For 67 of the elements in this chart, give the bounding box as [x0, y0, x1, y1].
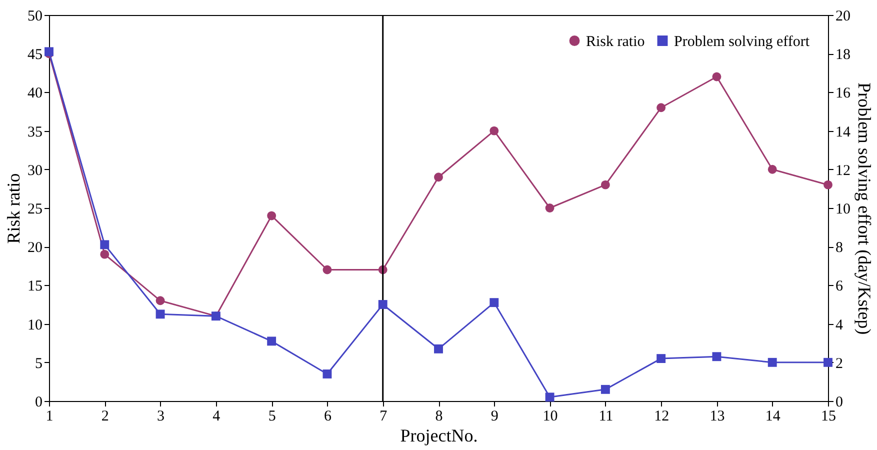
y-tick-label: 10: [28, 317, 42, 334]
y2-tick-label: 10: [836, 202, 850, 218]
point: [768, 358, 777, 367]
point: [712, 72, 722, 82]
y2-axis-title: Problem solving effort (day/Kstep): [854, 82, 874, 335]
point: [378, 300, 388, 309]
point: [656, 103, 666, 112]
y2-tick-label: 2: [836, 356, 843, 372]
point: [267, 336, 276, 346]
y2-tick-label: 18: [836, 47, 850, 64]
x-tick-label: 10: [542, 408, 558, 424]
point: [600, 180, 610, 190]
legend-label: Problem solving effort: [674, 34, 810, 50]
y-tick-label: 15: [28, 278, 42, 295]
y-tick-label: 25: [28, 202, 42, 218]
y-tick-label: 30: [28, 162, 42, 179]
point: [490, 126, 499, 136]
x-tick-label: 11: [598, 408, 614, 424]
y-tick-label: 5: [35, 356, 42, 372]
x-tick-label: 5: [268, 408, 276, 424]
point: [545, 392, 554, 402]
y-tick-label: 20: [28, 240, 42, 256]
y2-tick-label: 6: [836, 278, 844, 295]
y2-tick-label: 4: [836, 317, 844, 334]
y-tick-label: 40: [28, 86, 42, 102]
y-tick-label: 50: [28, 8, 42, 24]
y-tick-label: 45: [28, 47, 42, 64]
y2-tick-label: 8: [836, 240, 843, 256]
x-tick-label: 14: [765, 408, 781, 424]
x-tick-label: 4: [212, 408, 221, 424]
x-tick-label: 1: [46, 408, 54, 424]
point: [434, 172, 443, 182]
y2-tick-label: 16: [836, 86, 851, 102]
y2-tick-label: 12: [836, 162, 850, 179]
point: [824, 358, 832, 367]
x-tick-label: 7: [380, 408, 388, 424]
point: [824, 180, 832, 190]
y-tick-label: 0: [35, 394, 42, 410]
point: [100, 240, 110, 250]
legend-label: Risk ratio: [586, 34, 645, 50]
point: [490, 298, 499, 308]
y-axis-title: Risk ratio: [4, 173, 24, 244]
point: [322, 265, 332, 274]
y2-tick-label: 0: [836, 394, 843, 410]
point: [656, 354, 666, 364]
point: [768, 164, 777, 174]
x-tick-label: 12: [654, 408, 670, 424]
point: [156, 296, 165, 306]
x-tick-label: 9: [490, 408, 498, 424]
x-tick-label: 6: [324, 408, 332, 424]
point: [100, 250, 110, 259]
point: [600, 384, 610, 394]
point: [322, 370, 332, 378]
x-axis-title: ProjectNo.: [400, 426, 478, 446]
point: [545, 204, 554, 212]
y2-tick-label: 14: [836, 124, 851, 140]
x-tick-label: 15: [821, 408, 836, 424]
point: [712, 352, 722, 362]
y-tick-label: 35: [28, 124, 42, 140]
x-tick-label: 2: [101, 408, 109, 424]
x-tick-label: 13: [710, 408, 725, 424]
y2-tick-label: 20: [836, 8, 850, 24]
x-tick-label: 8: [435, 408, 443, 424]
point: [434, 344, 443, 354]
x-tick-label: 3: [157, 408, 165, 424]
point: [156, 310, 165, 319]
point: [267, 211, 276, 220]
